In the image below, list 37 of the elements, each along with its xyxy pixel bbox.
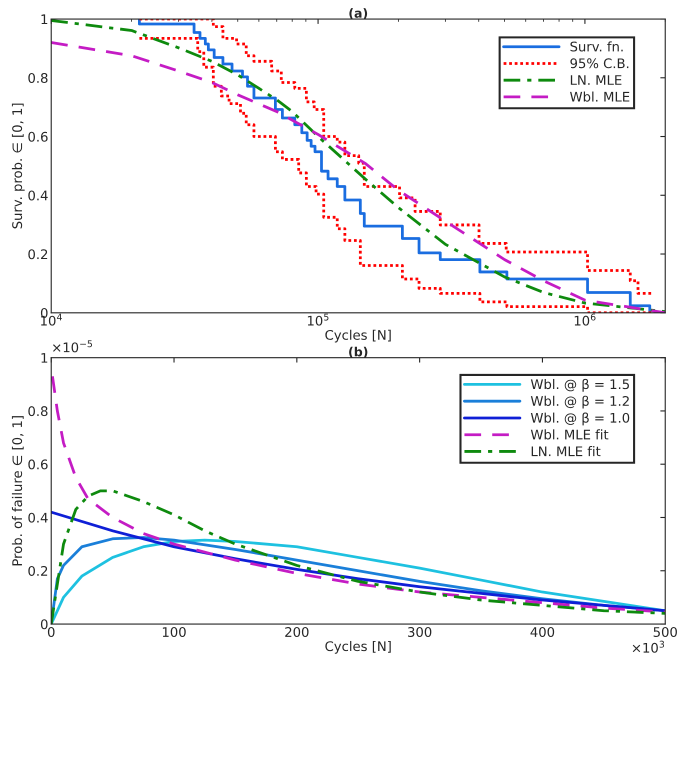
x-tick-label: 500 xyxy=(654,627,677,638)
x-axis-title: Cycles [N] xyxy=(325,640,391,654)
line-series xyxy=(51,374,666,614)
x-tick-label: 100 xyxy=(162,627,186,638)
legend-label: LN. MLE xyxy=(570,75,622,85)
x-tick-label: 200 xyxy=(285,627,309,638)
line-series xyxy=(51,510,666,612)
x-tick-label: 300 xyxy=(408,627,432,638)
y-axis-title: Prob. of failure ∈ [0, 1] xyxy=(12,416,24,566)
legend-label: Wbl. @ β = 1.5 xyxy=(530,378,629,392)
y-tick-label: 0 xyxy=(40,619,48,630)
legend-label: Surv. fn. xyxy=(570,41,623,52)
y-axis-title: Surv. prob. ∈ [0, 1] xyxy=(12,104,25,228)
x-axis-title: Cycles [N] xyxy=(325,330,391,342)
legend-label: Wbl. @ β = 1.2 xyxy=(530,396,629,409)
y-tick-label: 0.4 xyxy=(28,190,48,200)
legend-label: Wbl. MLE fit xyxy=(530,429,608,440)
y-tick-label: 0.2 xyxy=(28,249,48,260)
text: ×10$^{−5}$ xyxy=(53,340,92,352)
y-tick-label: 0.8 xyxy=(28,406,48,416)
y-tick-label: 0.2 xyxy=(28,566,48,576)
text: ×10$^{3}$ xyxy=(632,640,664,653)
y-tick-label: 0.6 xyxy=(28,459,48,470)
chart-title: (a) xyxy=(349,8,368,20)
y-tick-label: 1 xyxy=(42,353,48,363)
x-tick-label: 400 xyxy=(530,627,554,638)
x-tick-label: 10$^{6}$ xyxy=(574,314,596,326)
y-tick-label: 0.8 xyxy=(28,72,48,83)
y-tick-label: 0.4 xyxy=(28,512,48,523)
y-tick-label: 1 xyxy=(42,14,48,24)
chart-title: (b) xyxy=(349,346,368,358)
legend-label: Wbl. MLE xyxy=(570,92,630,102)
legend-label: 95% C.B. xyxy=(570,58,628,68)
x-tick-label: 10$^{5}$ xyxy=(308,314,328,326)
y-tick-label: 0.6 xyxy=(28,132,48,142)
legend-label: LN. MLE fit xyxy=(532,446,600,456)
legend-label: Wbl. @ β = 1.0 xyxy=(530,412,630,426)
